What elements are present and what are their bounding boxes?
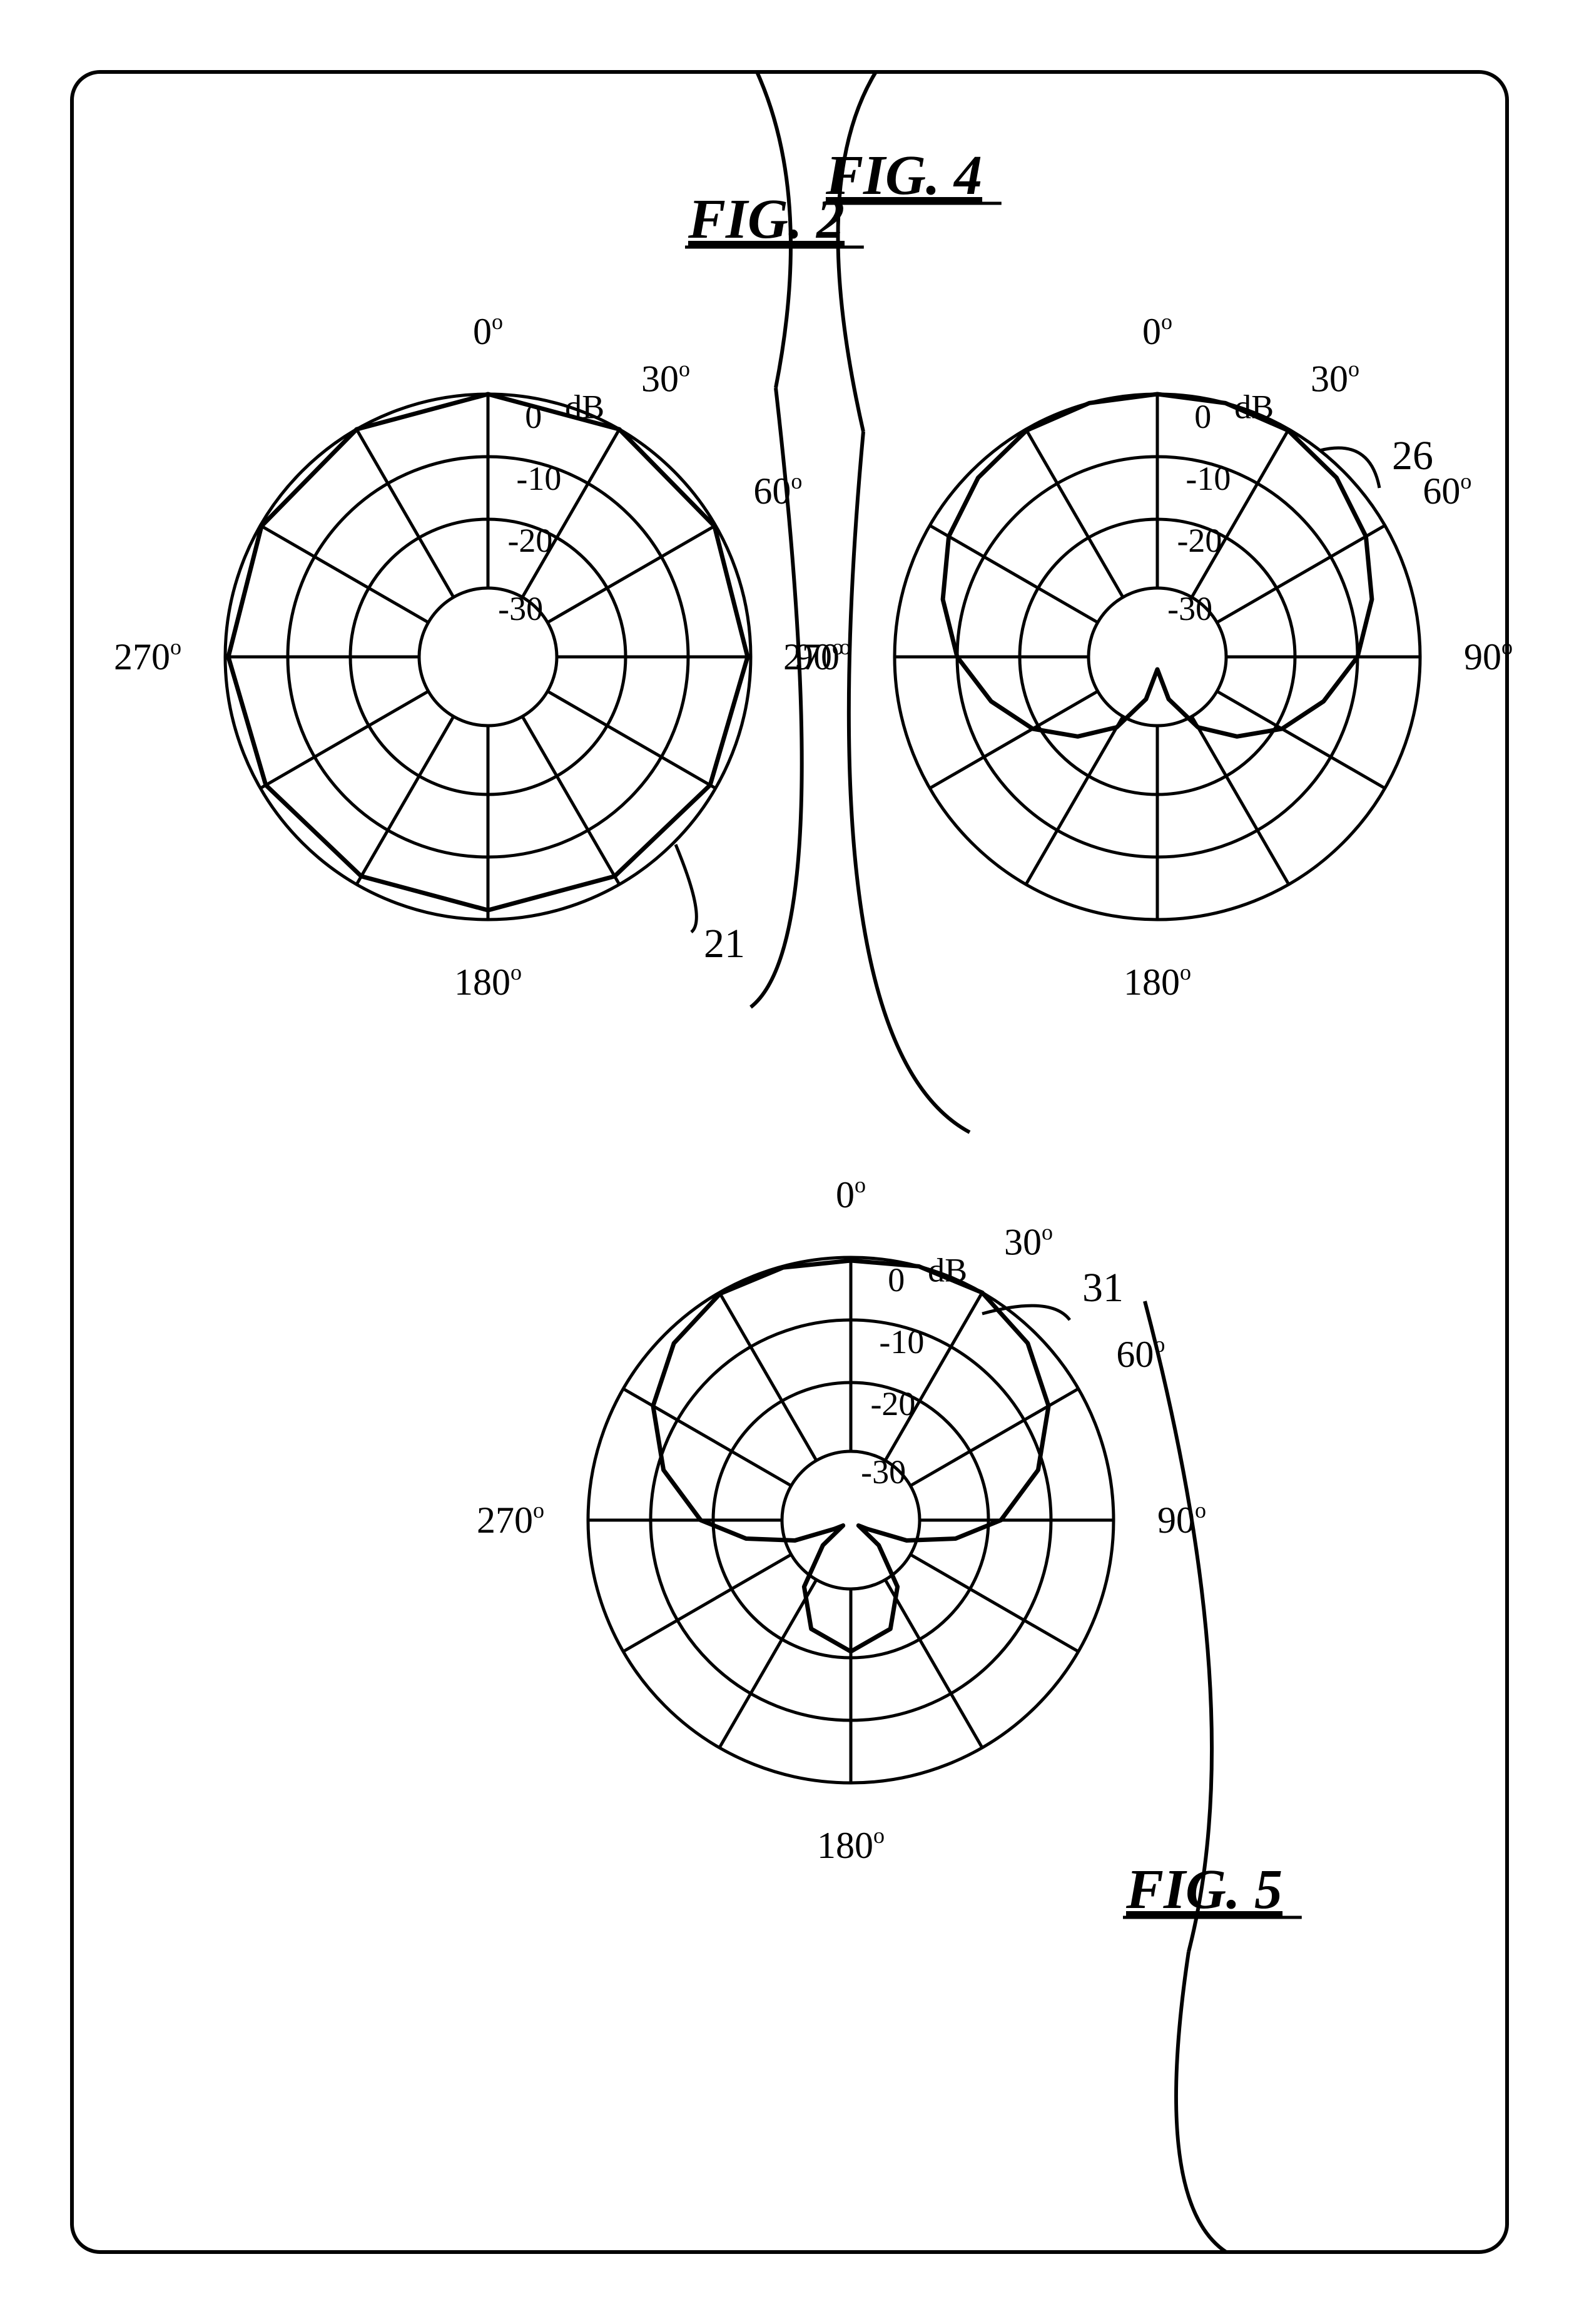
fig4-angle-label: 180o <box>1124 960 1191 1003</box>
fig5-db-label: -30 <box>861 1453 906 1491</box>
fig5-angle-label: 30o <box>1004 1220 1053 1263</box>
fig5-ref-number: 31 <box>1082 1265 1124 1311</box>
fig5-angle-label: 270o <box>477 1498 544 1541</box>
fig2-angle-label: 60o <box>753 469 802 512</box>
bracket-fig5 <box>1145 1301 1212 1952</box>
fig4-ref-number: 26 <box>1392 433 1433 479</box>
fig4-angle-label: 0o <box>1142 309 1172 352</box>
figure-sheet: 0o30o60o90o180o270o0-10-20-30dBFIG. 2210… <box>0 0 1579 2324</box>
fig5-angle-label: 180o <box>817 1823 885 1866</box>
fig4-label: FIG. 4 <box>825 145 982 206</box>
fig5-db-label: -10 <box>879 1323 924 1361</box>
fig5-angle-label: 90o <box>1157 1498 1206 1541</box>
bracket-fig5-lower <box>1176 1952 1226 2252</box>
fig2-angle-label: 270o <box>114 634 181 677</box>
ref-leader-21 <box>676 845 696 932</box>
fig2-label: FIG. 2 <box>688 188 845 250</box>
fig2-angle-label: 0o <box>473 309 503 352</box>
fig5-angle-label: 0o <box>836 1172 866 1215</box>
fig4-db-label: -20 <box>1177 522 1222 559</box>
fig5-angle-label: 60o <box>1116 1332 1165 1375</box>
fig4-db-label: 0 <box>1194 398 1211 435</box>
fig4-grid: 0o30o60o90o180o270o0-10-20-30dB <box>783 309 1513 1003</box>
page-frame <box>72 72 1507 2252</box>
fig4-angle-label: 270o <box>783 634 851 677</box>
fig2-ref-number: 21 <box>704 921 745 967</box>
fig5-db-label: -20 <box>870 1385 915 1423</box>
fig2-grid: 0o30o60o90o180o270o0-10-20-30dB <box>114 309 843 1003</box>
fig4-db-label: -10 <box>1186 460 1231 497</box>
fig5-label: FIG. 5 <box>1125 1859 1282 1921</box>
fig2-db-label: -20 <box>507 522 552 559</box>
fig2-db-label: -30 <box>498 590 543 627</box>
fig2-angle-label: 30o <box>641 357 690 400</box>
fig2-db-label: -10 <box>516 460 561 497</box>
bracket-fig4 <box>838 72 876 432</box>
fig2-angle-label: 180o <box>454 960 522 1003</box>
fig4-angle-label: 30o <box>1311 357 1359 400</box>
fig4-db-label: -30 <box>1167 590 1212 627</box>
